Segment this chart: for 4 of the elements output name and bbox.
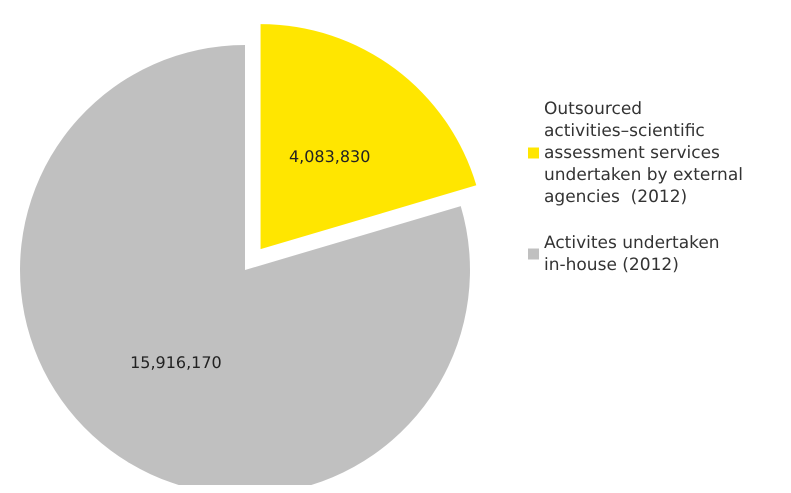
- legend-label: Activites undertaken in-house (2012): [544, 233, 725, 275]
- data-label: 15,916,170: [130, 353, 222, 372]
- data-label: 4,083,830: [288, 147, 370, 166]
- legend-label: Outsourced activities–scientific assessment services undertaken by external agencies (2012): [544, 99, 748, 207]
